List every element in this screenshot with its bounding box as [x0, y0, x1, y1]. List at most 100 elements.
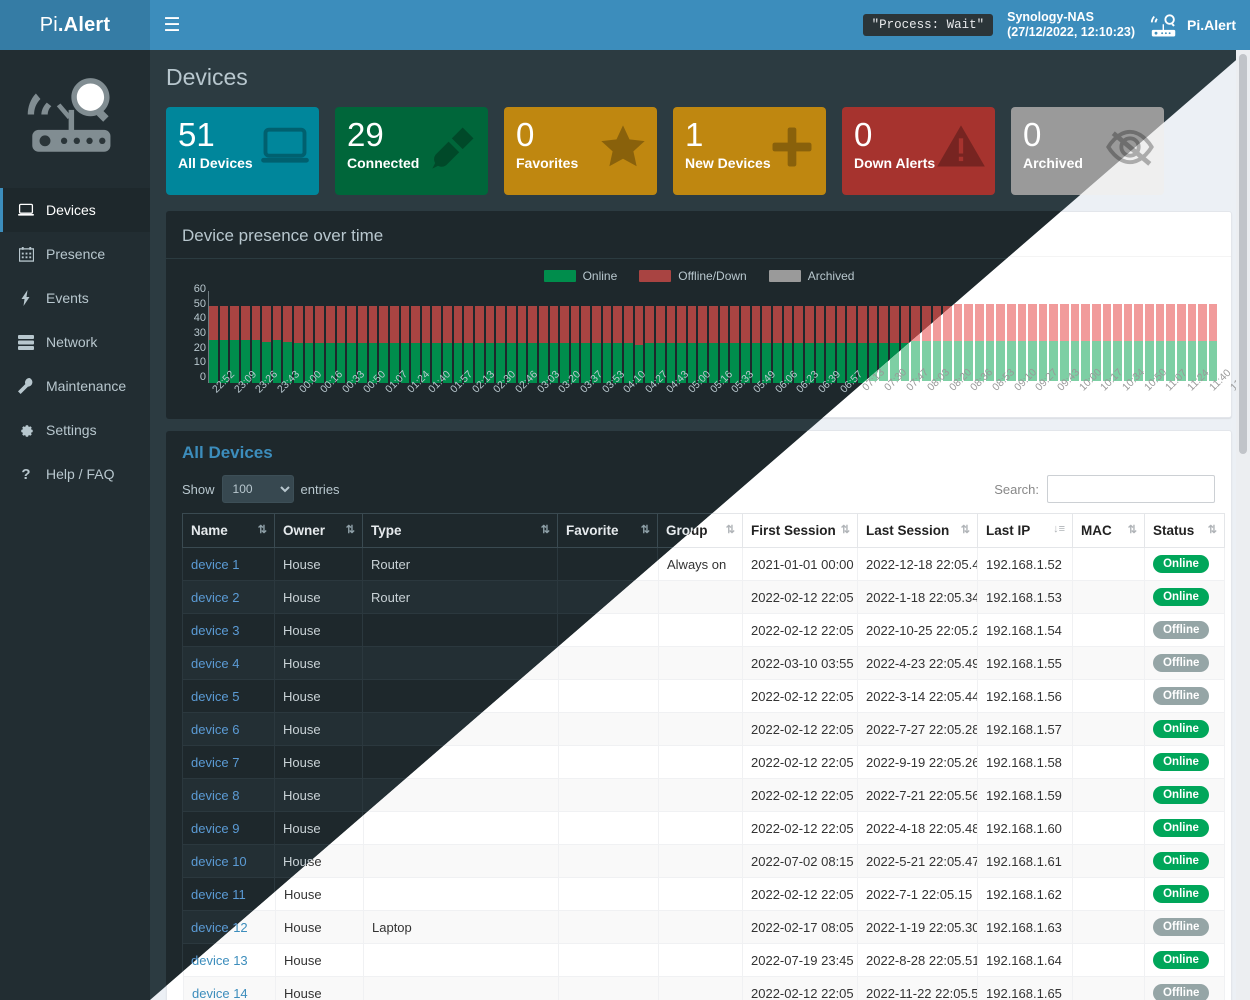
sort-icon[interactable]: ⇅	[1126, 524, 1136, 536]
device-link[interactable]: device 13	[191, 952, 247, 968]
device-link[interactable]: device 5	[191, 688, 240, 704]
sidebar-item-network[interactable]: Network	[0, 320, 150, 364]
bar-segment-offline	[1156, 306, 1165, 344]
column-header-first-session[interactable]: First Session ⇅	[741, 513, 857, 548]
app-logo[interactable]: Pi.Alert	[0, 0, 150, 50]
table-row[interactable]: device 13 House 2022-07-19 23:45 2022-8-28 …	[182, 943, 1224, 977]
cell-name[interactable]: device 11	[182, 877, 275, 911]
cell-name[interactable]: device 3	[182, 613, 275, 647]
sort-icon[interactable]: ⇅	[1206, 524, 1216, 536]
cell-last-session: 2022-8-28 22:05.51	[856, 943, 977, 977]
cell-group	[657, 679, 742, 713]
device-link[interactable]: device 1	[191, 556, 240, 572]
cell-name[interactable]: device 14	[182, 976, 275, 1000]
column-header-last-session[interactable]: Last Session ⇅	[856, 513, 977, 548]
device-link[interactable]: device 10	[191, 853, 247, 869]
device-link[interactable]: device 12	[191, 919, 247, 935]
sort-icon[interactable]: ⇅	[257, 524, 267, 536]
sort-icon[interactable]: ⇅	[540, 524, 550, 536]
cell-favorite	[557, 613, 658, 647]
device-link[interactable]: device 3	[191, 622, 240, 638]
column-header-type[interactable]: Type ⇅	[362, 513, 558, 548]
device-link[interactable]: device 7	[191, 754, 240, 770]
page-size-select[interactable]: 102550100	[221, 475, 294, 503]
column-header-name[interactable]: Name ⇅	[182, 513, 275, 548]
sort-icon[interactable]: ⇅	[959, 524, 969, 536]
cell-name[interactable]: device 4	[182, 646, 275, 680]
page-scrollbar[interactable]	[1236, 50, 1250, 1000]
page-title: Devices	[166, 64, 248, 90]
sidebar-item-presence[interactable]: Presence	[0, 232, 150, 276]
device-link[interactable]: device 8	[191, 787, 240, 803]
table-row[interactable]: device 14 House 2022-02-12 22:05 2022-11-22…	[182, 976, 1224, 1000]
cell-name[interactable]: device 6	[182, 712, 275, 746]
sidebar-item-settings[interactable]: Settings	[0, 408, 150, 452]
device-link[interactable]: device 9	[191, 820, 240, 836]
plug-icon	[428, 121, 480, 178]
column-header-last-ip[interactable]: Last IP ↓≡	[976, 513, 1072, 548]
scrollbar-thumb[interactable]	[1239, 54, 1247, 454]
cell-last-ip: 192.168.1.61	[976, 844, 1072, 878]
device-link[interactable]: device 4	[191, 655, 240, 671]
sort-icon[interactable]: ↓≡	[1052, 523, 1064, 535]
cell-name[interactable]: device 5	[182, 679, 275, 713]
cell-last-ip: 192.168.1.60	[976, 811, 1072, 845]
column-header-owner[interactable]: Owner ⇅	[274, 513, 363, 548]
bar-segment-offline	[975, 306, 984, 344]
cell-type	[362, 745, 558, 779]
cell-name[interactable]: device 10	[182, 844, 275, 878]
cell-owner: House	[274, 745, 363, 779]
device-link[interactable]: device 2	[191, 589, 240, 605]
cell-name[interactable]: device 2	[182, 580, 275, 614]
sidebar-item-maintenance[interactable]: Maintenance	[0, 364, 150, 408]
chart-bar	[1145, 291, 1155, 383]
device-link[interactable]: device 6	[191, 721, 240, 737]
sidebar-item-events[interactable]: Events	[0, 276, 150, 320]
sidebar-item-devices[interactable]: Devices	[0, 188, 150, 232]
cell-name[interactable]: device 8	[182, 778, 275, 812]
chart-bar	[815, 291, 825, 383]
sort-icon[interactable]: ⇅	[839, 524, 849, 536]
column-header-group[interactable]: Group ⇅	[657, 513, 742, 548]
device-link[interactable]: device 11	[191, 886, 246, 902]
column-header-mac[interactable]: MAC ⇅	[1071, 513, 1144, 548]
column-header-status[interactable]: Status ⇅	[1143, 513, 1224, 548]
search-input[interactable]	[1048, 475, 1216, 503]
cell-name[interactable]: device 12	[182, 910, 275, 944]
sort-icon[interactable]: ⇅	[640, 524, 650, 536]
cell-name[interactable]: device 9	[182, 811, 275, 845]
column-header-favorite[interactable]: Favorite ⇅	[557, 513, 658, 548]
sort-icon[interactable]: ⇅	[345, 524, 355, 536]
header-brand-link[interactable]: Pi.Alert	[1149, 13, 1236, 37]
sort-icon[interactable]: ⇅	[724, 524, 734, 536]
hamburger-icon[interactable]: ☰	[163, 14, 181, 36]
cell-name[interactable]: device 7	[182, 745, 275, 779]
chart-bar	[1081, 291, 1091, 383]
cell-name[interactable]: device 13	[182, 943, 275, 977]
cell-last-session: 2022-9-19 22:05.26	[856, 745, 977, 779]
device-link[interactable]: device 14	[191, 985, 247, 1000]
cell-last-session: 2022-7-27 22:05.28	[856, 712, 977, 746]
cell-name[interactable]: device 1	[182, 547, 275, 581]
sidebar-item-help-faq[interactable]: ? Help / FAQ	[0, 452, 150, 496]
cell-status: Online	[1143, 778, 1224, 812]
